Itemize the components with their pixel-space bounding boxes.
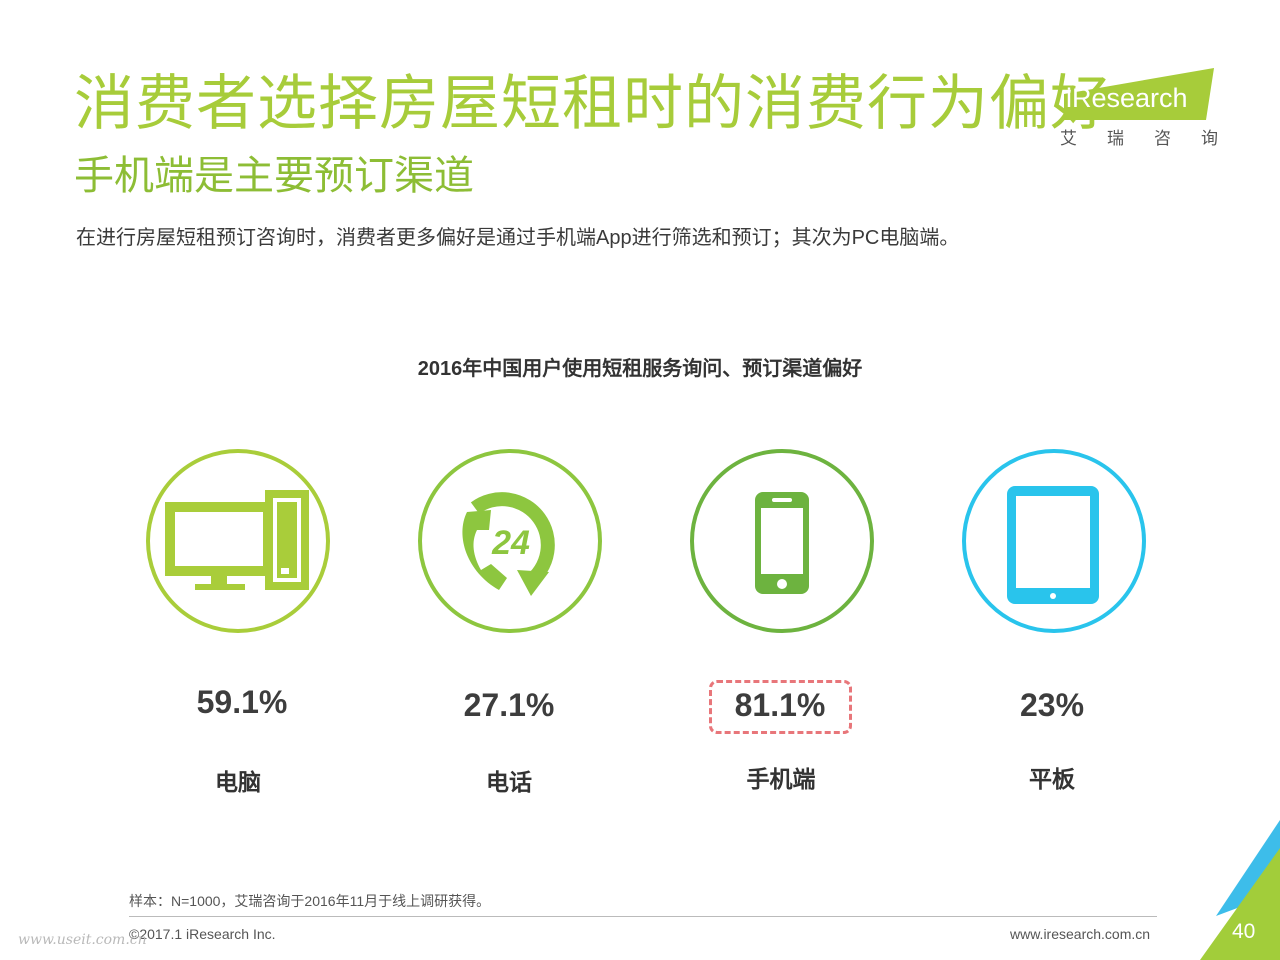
desktop-computer-icon [146,449,330,633]
page-subtitle: 手机端是主要预订渠道 [74,154,474,198]
footer-divider [129,916,1157,917]
logo-char: 瑞 [1107,129,1124,148]
highlight-box [709,680,852,734]
watermark: www.useit.com.cn [18,932,147,948]
logo-chinese-name: 艾 瑞 咨 询 [1060,124,1218,149]
value-label: 23% [1019,687,1085,723]
logo-char: 咨 [1154,129,1171,148]
logo-char: 艾 [1060,129,1077,148]
category-label: 电脑 [215,769,261,795]
iresearch-logo: iResearch [1064,68,1214,120]
lead-text: 在进行房屋短租预订咨询时，消费者更多偏好是通过手机端App进行筛选和预订；其次为… [76,227,960,249]
page-title: 消费者选择房屋短租时的消费行为偏好 [74,70,1111,137]
category-label: 手机端 [746,766,816,792]
category-label: 平板 [1029,766,1075,792]
smartphone-icon [690,449,874,633]
logo-char: 询 [1201,129,1218,148]
value-label: 81.1% [734,687,826,723]
logo-brand-text: iResearch [1066,83,1188,113]
phone-24h-icon: 24 [418,449,602,633]
copyright: ©2017.1 iResearch Inc. [129,926,276,942]
tablet-icon [962,449,1146,633]
svg-text:24: 24 [491,524,530,562]
chart-title: 2016年中国用户使用短租服务询问、预订渠道偏好 [417,358,863,380]
value-label: 27.1% [463,687,555,723]
category-label: 电话 [486,769,532,795]
website-link[interactable]: www.iresearch.com.cn [1010,926,1151,942]
sample-note: 样本：N=1000，艾瑞咨询于2016年11月于线上调研获得。 [129,893,491,909]
page-number: 40 [1232,920,1256,943]
corner-decoration [1200,820,1280,960]
value-label: 59.1% [196,684,288,720]
